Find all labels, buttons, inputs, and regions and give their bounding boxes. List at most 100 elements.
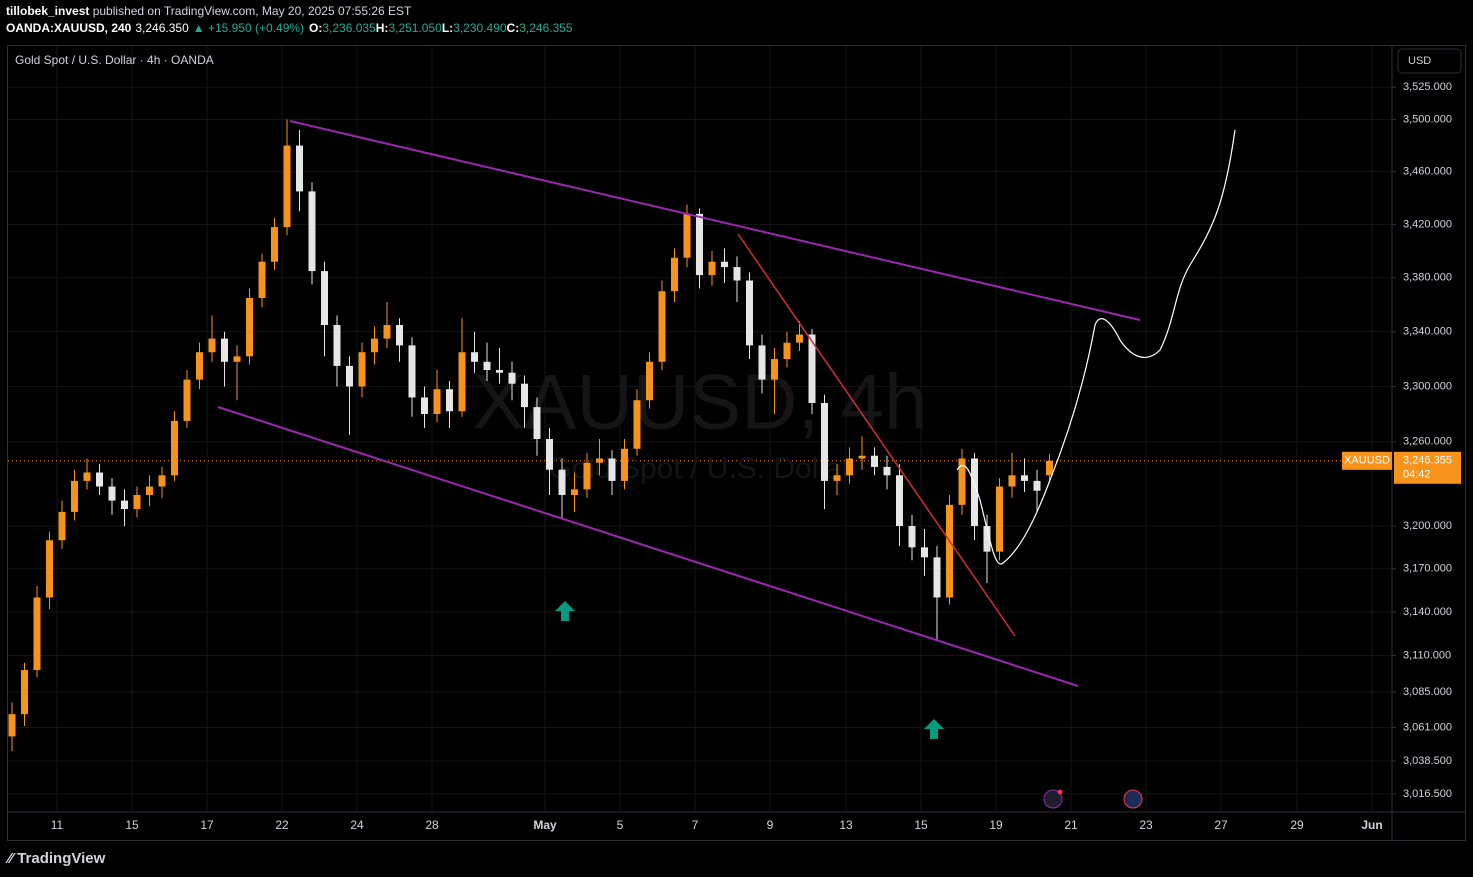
candle-body [821,402,828,481]
candle-body [708,261,716,276]
x-tick-label: 17 [200,818,214,832]
x-tick-label: 9 [767,818,774,832]
candle-body [458,352,466,412]
candle-body [858,455,866,459]
candle-body [683,213,691,258]
change: ▲ +15.950 (+0.49%) [193,21,304,35]
o-label: O: [309,21,322,35]
candle-body [796,334,803,343]
header-line-2: OANDA:XAUUSD, 240 3,246.350 ▲ +15.950 (+0.… [6,21,573,35]
candle-body [896,475,903,527]
candle-body [121,500,128,510]
candle-body [546,438,553,470]
y-tick-label: 3,200.000 [1403,520,1452,532]
footer-logo[interactable]: ⁄⁄ TradingView [5,850,106,867]
candle-body [1008,475,1016,487]
o: 3,236.035 [322,21,376,35]
x-tick-label: 29 [1290,818,1304,832]
chart-frame [7,45,1466,841]
watermark: XAUUSD, 4h [472,358,927,446]
x-tick-label: 13 [839,818,853,832]
x-tick-label: 15 [914,818,928,832]
last: 3,246.350 [135,21,189,35]
flag-icon[interactable] [1123,789,1143,809]
symbol-label: XAUUSD [1344,455,1390,467]
candle-body [571,489,578,495]
candle-body [846,458,853,476]
candle-body [808,334,816,403]
l: 3,230.490 [453,21,507,35]
currency[interactable]: USD [1408,55,1431,67]
candle-body [296,145,303,192]
x-tick-label: 5 [617,818,624,832]
y-tick-label: 3,085.000 [1403,686,1452,698]
currency-button[interactable] [1397,48,1462,74]
event-icon[interactable] [1043,789,1063,809]
candle-body [308,191,316,272]
y-tick-label: 3,380.000 [1403,272,1452,284]
arrow-up [555,601,575,621]
arrow-up [924,719,944,739]
candle-body [1021,475,1028,481]
candle-body [221,338,228,362]
x-tick-label: 23 [1139,818,1153,832]
candle-body [358,352,366,387]
channel-top [289,120,1141,321]
candle-body [208,338,216,353]
candle-body [246,297,253,357]
candle-body [233,356,241,362]
axes: 3,525.000 3,500.000 3,460.000 3,420.000 3,38… [51,81,1452,832]
candle-body [21,670,28,715]
y-tick-label: 3,140.000 [1403,606,1452,618]
x-tick-label: 21 [1064,818,1078,832]
candle-body [608,458,616,481]
candle-body [258,261,266,298]
candle-body [521,383,528,408]
candle-body [621,448,628,481]
price-label-box [1394,451,1461,484]
y-tick-label: 3,260.000 [1403,436,1452,448]
x-tick-label: Jun [1361,818,1382,832]
candle-body [833,475,841,481]
candle-body [333,325,341,366]
header-line-1: tillobek_invest published on TradingView… [6,4,412,18]
grid [8,46,1392,812]
candle-body [758,345,766,380]
candle-body [671,257,678,292]
y-tick-label: 3,038.500 [1403,755,1452,767]
l-label: L: [442,21,453,35]
candle-body [583,462,591,490]
y-tick-label: 3,420.000 [1403,218,1452,230]
x-tick-label: 11 [51,818,64,832]
trendline [737,233,1016,637]
candle-body [58,511,66,541]
c-label: C: [507,21,520,35]
candle-body [771,359,778,380]
y-tick-label: 3,460.000 [1403,166,1452,178]
candle-body [508,372,516,384]
candle-body [871,455,878,467]
x-tick-label: 22 [275,818,289,832]
publisher: tillobek_invest [6,4,89,18]
candle-body [183,379,191,421]
candle-body [1033,480,1041,491]
y-tick-label: 3,525.000 [1403,81,1452,93]
candle-body [646,361,653,401]
candle-body [996,486,1003,552]
candle-body [146,486,153,495]
candle-body [696,213,703,276]
candle-body [396,325,403,346]
candle-body [71,480,78,512]
candle-body [883,466,891,476]
x-tick-label: 15 [125,818,139,832]
candle-body [746,280,753,346]
footer-text[interactable]: TradingView [17,850,105,867]
candle-body [733,267,741,281]
candle-body [658,291,666,362]
candle-body [158,475,166,487]
candle-body [933,557,941,598]
symbol: OANDA:XAUUSD, 240 [6,21,132,35]
candle-body [33,597,41,671]
